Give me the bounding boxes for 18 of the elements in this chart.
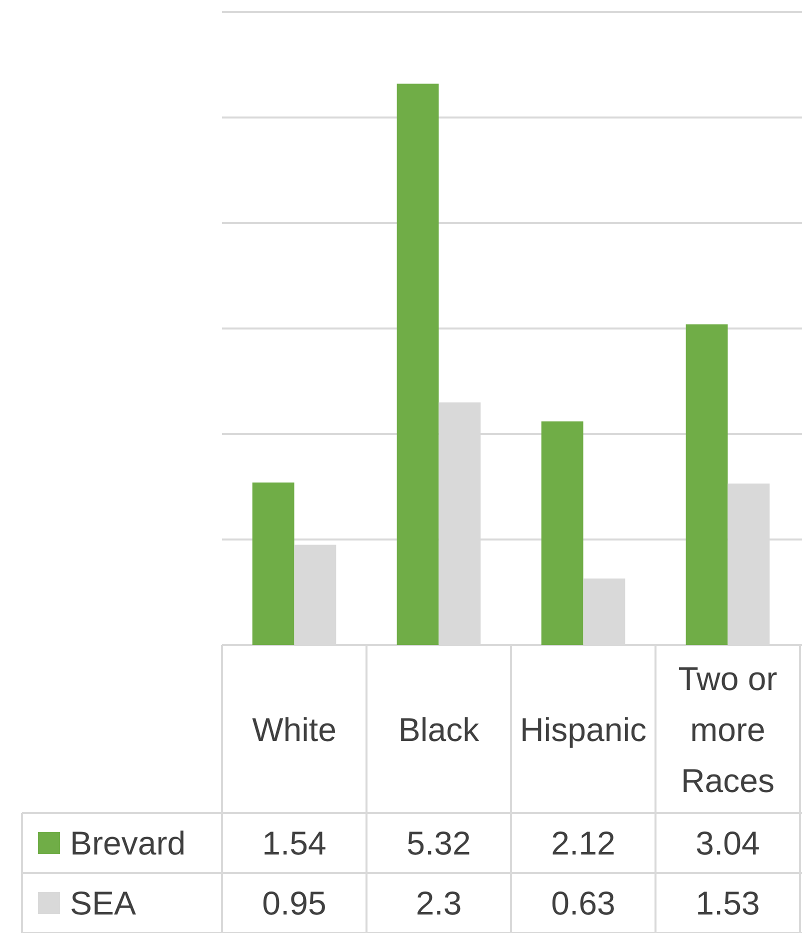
legend-label: SEA <box>70 884 136 922</box>
x-tick-label: Hispanic <box>520 711 647 748</box>
bar <box>396 84 439 645</box>
data-label: 2.12 <box>551 824 616 862</box>
data-label: 1.54 <box>262 824 326 862</box>
data-label: 5.32 <box>406 824 471 862</box>
bar <box>252 482 294 645</box>
legend-label: Brevard <box>70 824 186 862</box>
x-tick-label: White <box>252 711 336 748</box>
bar <box>541 421 584 645</box>
x-tick-label: Two or more Races <box>678 660 778 800</box>
data-label: 0.63 <box>551 884 616 922</box>
data-label: 2.3 <box>416 884 462 922</box>
data-label: 3.04 <box>696 824 760 862</box>
x-tick-label: Black <box>398 711 480 748</box>
bar <box>686 324 728 645</box>
data-label: 0.95 <box>262 884 326 922</box>
data-label: 1.53 <box>696 884 760 922</box>
